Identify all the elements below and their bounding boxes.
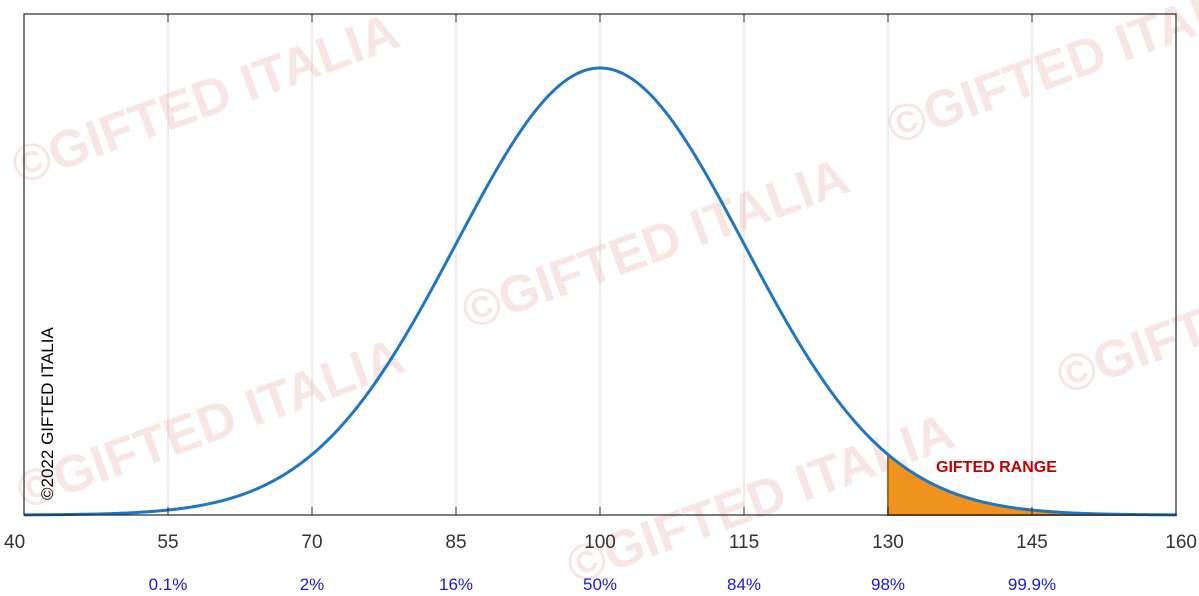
x-tick-label: 100 — [584, 532, 616, 553]
percentile-label: 99.9% — [1008, 575, 1056, 594]
x-tick-label: 145 — [1016, 532, 1048, 553]
percentile-label: 84% — [727, 575, 761, 594]
x-tick-label: 40 — [4, 532, 25, 553]
percentile-label: 50% — [583, 575, 617, 594]
gifted-range-label: GIFTED RANGE — [936, 459, 1057, 476]
percentile-label: 98% — [871, 575, 905, 594]
grid-lines — [167, 14, 1033, 515]
percentile-label: 16% — [439, 575, 473, 594]
x-tick-label: 55 — [157, 532, 178, 553]
percentile-labels: 0.1% 2% 16% 50% 84% 98% 99.9% — [149, 575, 1056, 594]
x-tick-label: 160 — [1165, 532, 1197, 553]
normal-curve — [23, 66, 1177, 517]
x-axis-ticks: 40 55 70 85 100 115 130 145 160 — [4, 14, 1197, 553]
copyright-vertical-label: ©2022 GIFTED ITALIA — [38, 327, 57, 500]
percentile-label: 0.1% — [149, 575, 188, 594]
percentile-label: 2% — [300, 575, 325, 594]
x-tick-label: 85 — [445, 532, 466, 553]
curve-layer — [23, 66, 1177, 517]
x-tick-label: 115 — [729, 532, 759, 553]
x-tick-label: 130 — [872, 532, 904, 553]
x-tick-label: 70 — [301, 532, 322, 553]
